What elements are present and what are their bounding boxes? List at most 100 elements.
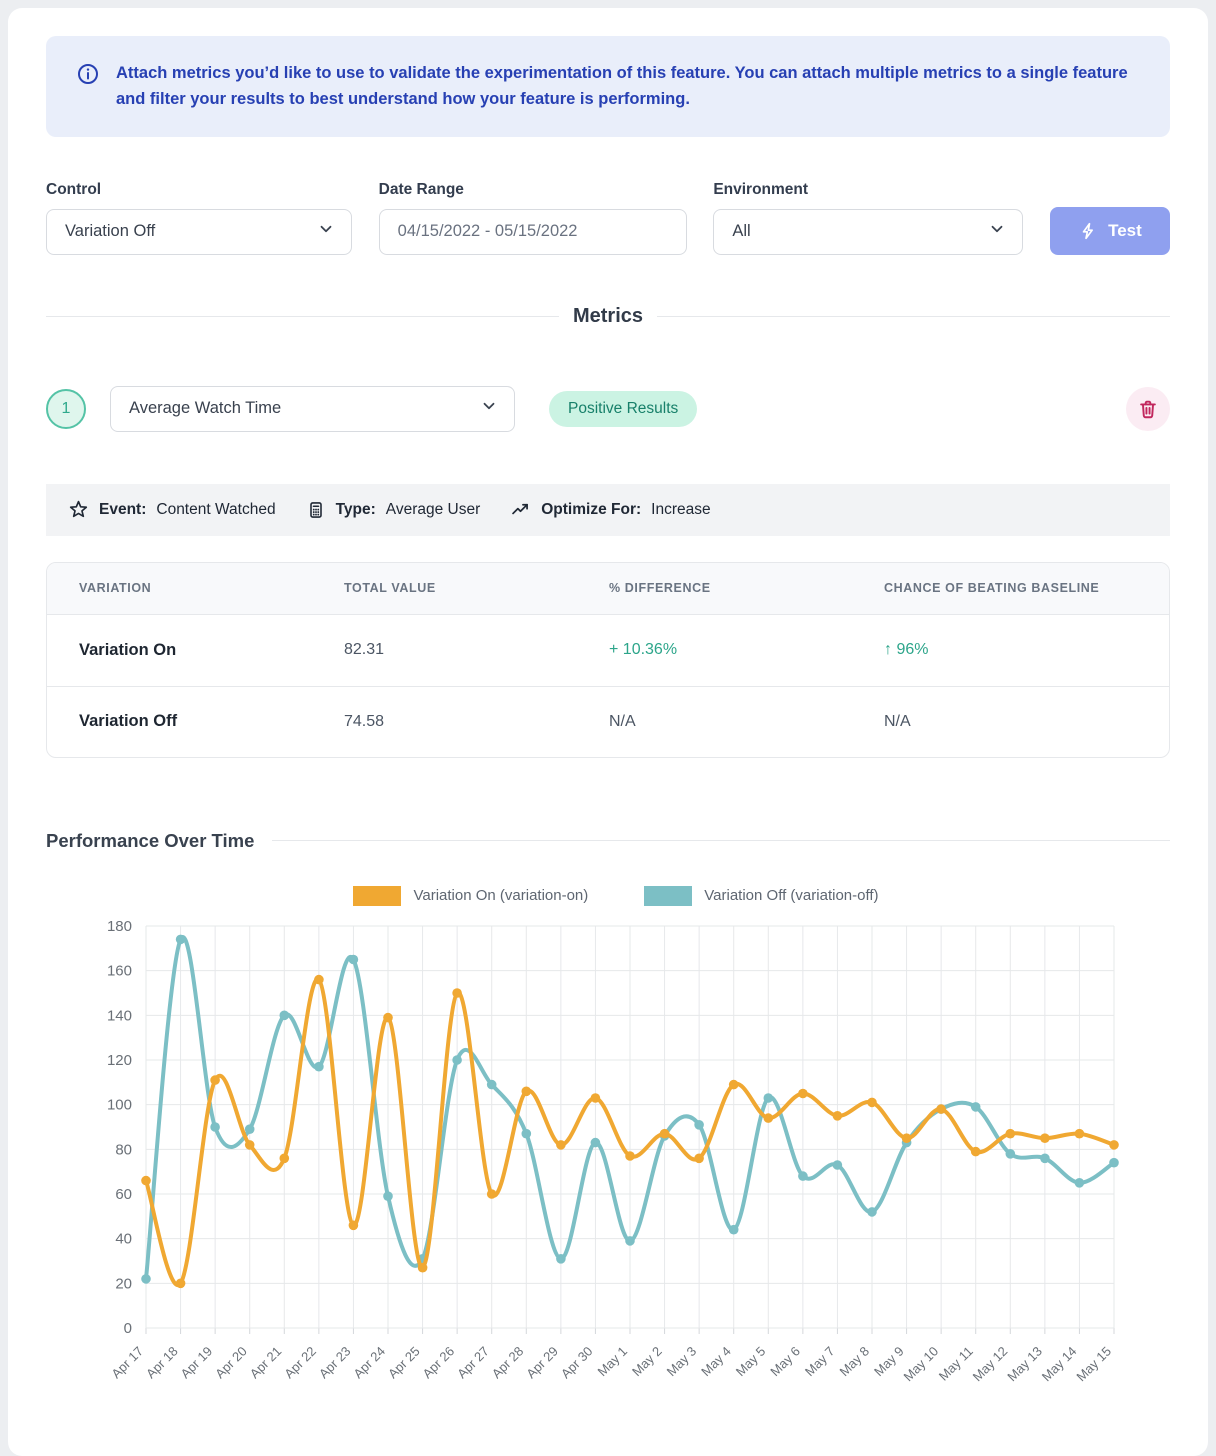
svg-text:May 3: May 3 <box>664 1343 700 1379</box>
svg-text:Apr 30: Apr 30 <box>558 1343 596 1381</box>
optimize-summary: Optimize For: Increase <box>510 499 710 520</box>
difference-value: + 10.36% <box>577 641 852 659</box>
legend-label: Variation On (variation-on) <box>413 887 588 904</box>
col-header-chance: CHANCE OF BEATING BASELINE <box>852 581 1169 595</box>
variation-name: Variation Off <box>47 712 312 731</box>
type-value: Average User <box>386 501 480 519</box>
variation-name: Variation On <box>47 641 312 660</box>
col-header-total-value: TOTAL VALUE <box>312 581 577 595</box>
svg-text:20: 20 <box>115 1275 132 1292</box>
svg-text:May 12: May 12 <box>970 1343 1011 1384</box>
metric-summary-bar: Event: Content Watched Type: Average Use… <box>46 484 1170 536</box>
svg-text:May 4: May 4 <box>698 1343 734 1379</box>
performance-title: Performance Over Time <box>46 830 254 852</box>
svg-text:May 6: May 6 <box>767 1343 803 1379</box>
date-range-label: Date Range <box>379 181 687 199</box>
legend-label: Variation Off (variation-off) <box>704 887 878 904</box>
table-row: Variation Off 74.58 N/A N/A <box>47 686 1169 757</box>
legend-item-variation-off[interactable]: Variation Off (variation-off) <box>644 886 878 906</box>
table-row: Variation On 82.31 + 10.36% ↑ 96% <box>47 615 1169 686</box>
delete-metric-button[interactable] <box>1126 387 1170 431</box>
metric-index-badge: 1 <box>46 389 86 429</box>
trending-up-icon <box>510 499 531 520</box>
event-value: Content Watched <box>156 501 275 519</box>
svg-text:Apr 19: Apr 19 <box>178 1343 216 1381</box>
optimize-label: Optimize For: <box>541 501 641 519</box>
results-table: VARIATION TOTAL VALUE % DIFFERENCE CHANC… <box>46 562 1170 758</box>
svg-text:Apr 26: Apr 26 <box>420 1343 458 1381</box>
svg-text:60: 60 <box>115 1186 132 1203</box>
performance-chart: Variation On (variation-on) Variation Of… <box>46 886 1186 1425</box>
performance-section-header: Performance Over Time <box>46 830 1170 852</box>
type-label: Type: <box>336 501 376 519</box>
legend-swatch-variation-on <box>353 886 401 906</box>
trash-icon <box>1137 398 1159 420</box>
legend-item-variation-on[interactable]: Variation On (variation-on) <box>353 886 588 906</box>
filter-controls: Control Variation Off Date Range Environ… <box>46 181 1170 255</box>
event-summary: Event: Content Watched <box>68 499 276 520</box>
col-header-difference: % DIFFERENCE <box>577 581 852 595</box>
test-button-label: Test <box>1108 221 1142 241</box>
chance-value: N/A <box>852 713 1169 731</box>
svg-text:May 13: May 13 <box>1004 1343 1045 1384</box>
control-select[interactable]: Variation Off <box>46 209 352 255</box>
star-icon <box>68 499 89 520</box>
svg-text:May 15: May 15 <box>1073 1343 1114 1384</box>
svg-text:Apr 29: Apr 29 <box>523 1343 561 1381</box>
svg-text:80: 80 <box>115 1141 132 1158</box>
environment-label: Environment <box>713 181 1023 199</box>
svg-text:120: 120 <box>107 1052 132 1069</box>
difference-value: N/A <box>577 713 852 731</box>
event-label: Event: <box>99 501 146 519</box>
svg-text:Apr 17: Apr 17 <box>108 1343 146 1381</box>
svg-text:Apr 28: Apr 28 <box>489 1343 527 1381</box>
svg-text:May 11: May 11 <box>936 1343 976 1383</box>
svg-text:Apr 24: Apr 24 <box>350 1343 388 1381</box>
svg-text:0: 0 <box>124 1320 132 1337</box>
environment-select[interactable]: All <box>713 209 1023 255</box>
svg-text:May 14: May 14 <box>1039 1343 1080 1384</box>
svg-text:May 7: May 7 <box>802 1343 838 1379</box>
svg-text:Apr 23: Apr 23 <box>316 1343 354 1381</box>
metric-select-value: Average Watch Time <box>129 399 281 418</box>
control-select-value: Variation Off <box>65 222 155 241</box>
svg-text:160: 160 <box>107 962 132 979</box>
svg-text:Apr 18: Apr 18 <box>143 1343 181 1381</box>
date-range-input[interactable] <box>379 209 687 255</box>
chart-legend: Variation On (variation-on) Variation Of… <box>46 886 1186 906</box>
svg-text:140: 140 <box>107 1007 132 1024</box>
divider-line <box>272 840 1170 841</box>
svg-text:May 1: May 1 <box>594 1343 630 1379</box>
svg-text:May 5: May 5 <box>733 1343 769 1379</box>
table-header-row: VARIATION TOTAL VALUE % DIFFERENCE CHANC… <box>47 563 1169 615</box>
svg-text:May 8: May 8 <box>836 1343 872 1379</box>
col-header-variation: VARIATION <box>47 581 312 595</box>
metric-select[interactable]: Average Watch Time <box>110 386 515 432</box>
svg-text:May 10: May 10 <box>901 1343 942 1384</box>
info-icon <box>76 62 100 113</box>
svg-text:Apr 22: Apr 22 <box>281 1343 319 1381</box>
metrics-title: Metrics <box>573 305 643 328</box>
svg-text:Apr 20: Apr 20 <box>212 1343 250 1381</box>
environment-select-value: All <box>732 222 750 241</box>
control-label: Control <box>46 181 352 199</box>
svg-text:Apr 27: Apr 27 <box>454 1343 492 1381</box>
chevron-down-icon <box>317 220 335 243</box>
chance-value: ↑ 96% <box>852 641 1169 659</box>
metrics-section-header: Metrics <box>46 305 1170 328</box>
test-button[interactable]: Test <box>1050 207 1170 255</box>
chevron-down-icon <box>988 220 1006 243</box>
line-chart-canvas: Apr 17Apr 18Apr 19Apr 20Apr 21Apr 22Apr … <box>46 910 1186 1420</box>
main-card: Attach metrics you’d like to use to vali… <box>8 8 1208 1456</box>
metric-row: 1 Average Watch Time Positive Results <box>46 386 1170 432</box>
info-banner-text: Attach metrics you’d like to use to vali… <box>116 60 1140 113</box>
total-value: 82.31 <box>312 641 577 659</box>
info-banner: Attach metrics you’d like to use to vali… <box>46 36 1170 137</box>
type-summary: Type: Average User <box>306 500 481 520</box>
svg-text:May 2: May 2 <box>629 1343 665 1379</box>
divider-line <box>657 316 1170 317</box>
lightning-icon <box>1078 221 1098 241</box>
total-value: 74.58 <box>312 713 577 731</box>
optimize-value: Increase <box>651 501 710 519</box>
calculator-icon <box>306 500 326 520</box>
